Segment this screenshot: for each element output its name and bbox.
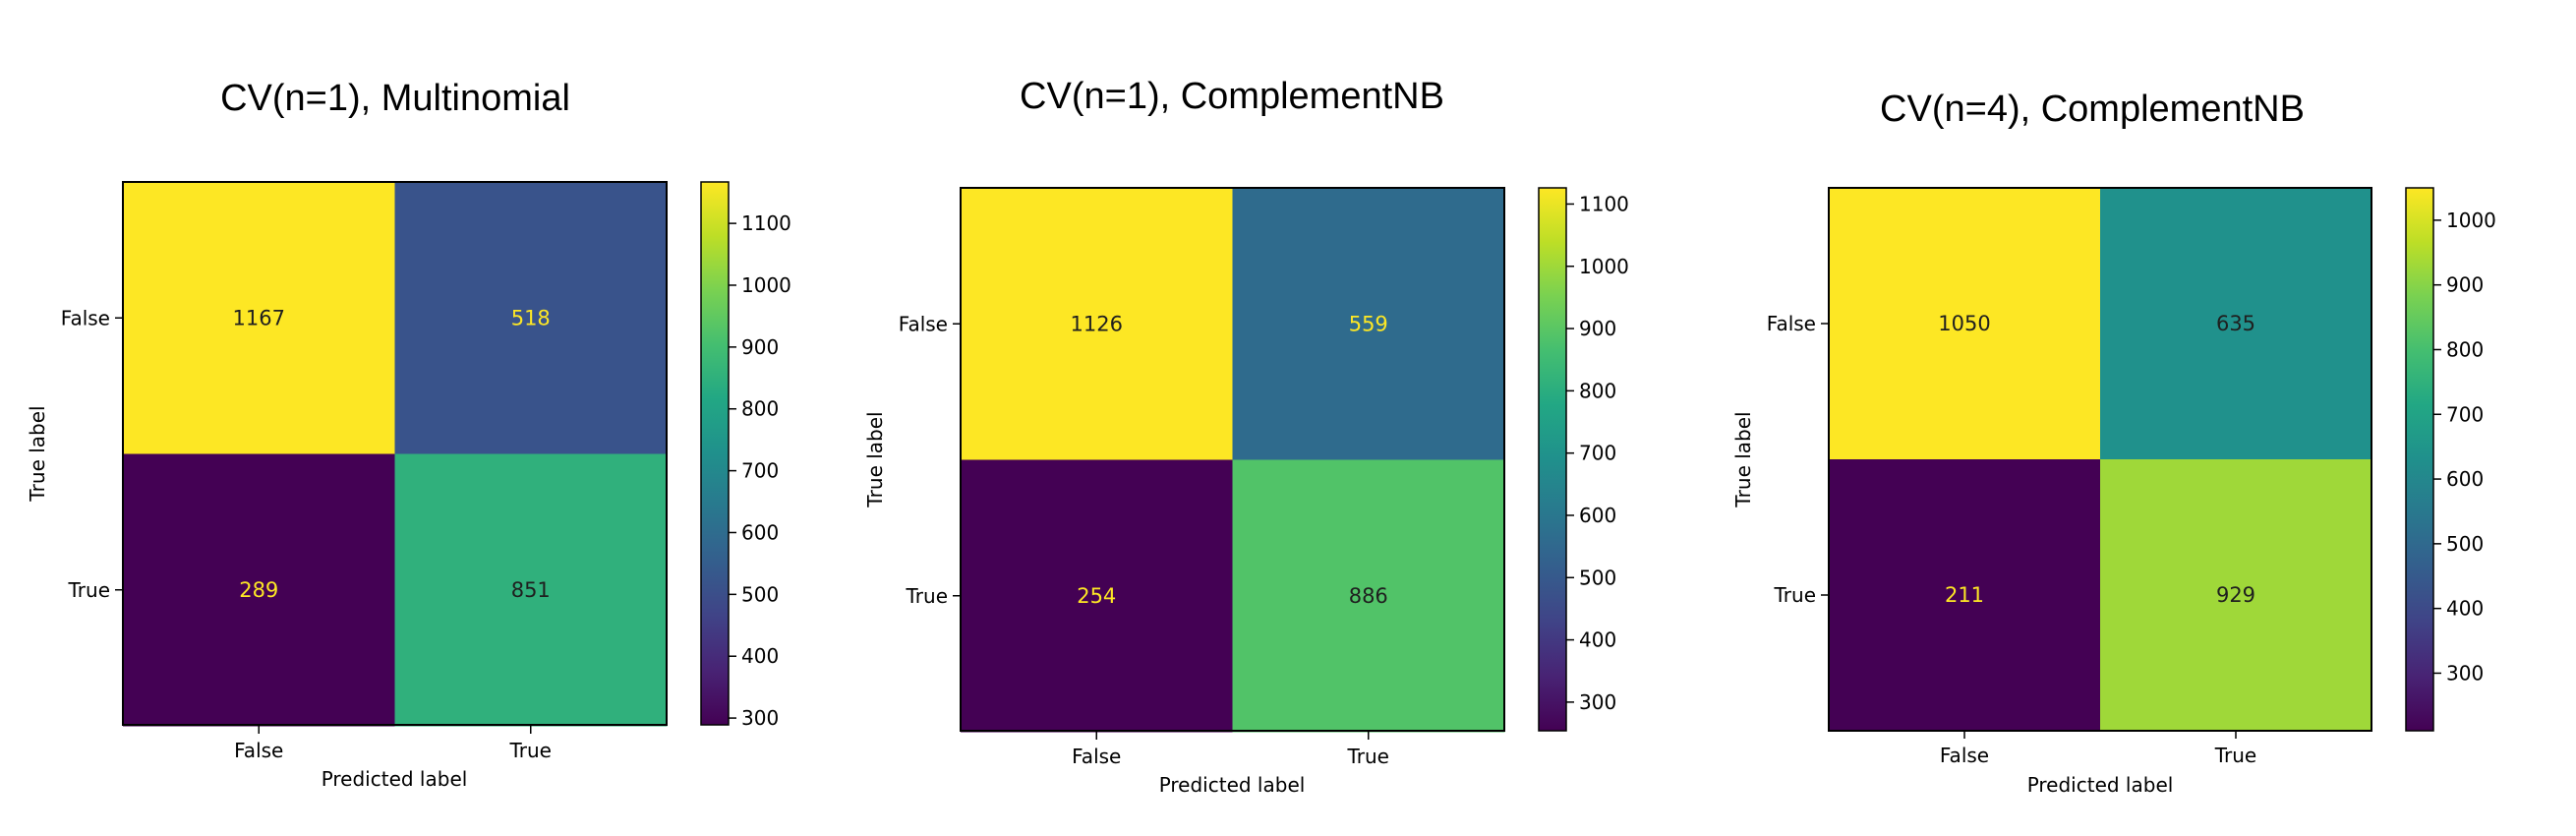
matrix-cells: 1126 559 254 886	[961, 188, 1505, 733]
colorbar-frame	[2405, 187, 2434, 732]
colorbar: 300 400 500 600 700 800 900 1000 1100	[700, 181, 791, 730]
colorbar-tick-label: 800	[741, 397, 779, 421]
cell-value-label: 289	[239, 578, 278, 602]
matrix-frame	[122, 181, 668, 726]
matrix-cell	[123, 453, 395, 727]
colorbar-tick-label: 1000	[741, 273, 791, 297]
colorbar-tick-label: 400	[1579, 628, 1616, 652]
y-axis-label: True label	[26, 405, 49, 502]
colorbar-tick-label: 300	[2446, 661, 2484, 685]
colorbar-tick-label: 700	[2446, 402, 2484, 426]
colorbar-tick-label: 400	[2446, 597, 2484, 621]
matrix-cell	[394, 453, 668, 727]
matrix-cells: 1167 518 289 851	[123, 182, 668, 727]
colorbar-tick-label: 700	[1579, 442, 1616, 465]
cell-value-label: 1126	[1071, 312, 1123, 335]
x-tick-label: False	[234, 739, 283, 762]
panel-2: CV(n=1), ComplementNB 1126 559 254 886 Fals…	[863, 76, 1629, 797]
colorbar-frame	[700, 181, 730, 726]
x-axis-label: Predicted label	[322, 767, 468, 791]
x-axis-label: Predicted label	[2027, 773, 2174, 797]
matrix-cell	[394, 182, 668, 454]
colorbar-frame	[1538, 187, 1567, 732]
y-ticks: False True	[899, 312, 961, 608]
matrix-cell	[1829, 188, 2101, 460]
cell-value-label: 211	[1945, 583, 1984, 607]
matrix-cell	[961, 459, 1233, 733]
cell-value-label: 886	[1349, 584, 1388, 608]
matrix-cell	[1232, 459, 1505, 733]
colorbar-gradient	[701, 182, 729, 725]
y-tick-label: False	[61, 306, 110, 329]
cell-value-label: 635	[2216, 312, 2255, 335]
colorbar-tick-label: 500	[1579, 566, 1616, 589]
cell-value-label: 851	[511, 578, 551, 602]
panel-title: CV(n=4), ComplementNB	[1880, 89, 2305, 130]
matrix-cell	[2100, 459, 2372, 732]
matrix-frame	[1828, 187, 2372, 732]
colorbar-tick-label: 800	[1579, 379, 1616, 402]
x-tick-label: True	[509, 739, 552, 762]
colorbar-tick-label: 900	[2446, 273, 2484, 297]
colorbar: 300 400 500 600 700 800 900 1000	[2405, 187, 2496, 732]
panel-title: CV(n=1), Multinomial	[220, 78, 570, 119]
matrix-cell	[2100, 188, 2372, 460]
cell-value-label: 254	[1077, 584, 1116, 608]
matrix-cell	[1829, 459, 2101, 732]
colorbar-gradient	[2406, 188, 2433, 731]
colorbar-tick-label: 500	[741, 582, 779, 606]
matrix-frame	[960, 187, 1505, 732]
cell-value-label: 518	[511, 306, 551, 329]
colorbar-tick-label: 1100	[1579, 192, 1629, 215]
colorbar-tick-label: 700	[741, 459, 779, 483]
colorbar-tick-label: 600	[1579, 504, 1616, 527]
x-tick-label: True	[1347, 745, 1389, 768]
y-tick-label: True	[906, 584, 948, 608]
y-axis-label: True label	[1731, 411, 1755, 508]
y-tick-label: False	[899, 312, 948, 335]
colorbar-tick-label: 800	[2446, 337, 2484, 361]
colorbar-tick-label: 500	[2446, 532, 2484, 556]
y-axis-label: True label	[863, 411, 887, 508]
cell-value-label: 559	[1349, 312, 1388, 335]
y-tick-label: True	[68, 578, 110, 602]
x-ticks: False True	[234, 726, 552, 762]
colorbar-gradient	[1539, 188, 1566, 731]
x-tick-label: True	[2214, 744, 2256, 767]
y-ticks: False True	[1767, 312, 1829, 607]
x-tick-label: False	[1940, 744, 1989, 767]
y-ticks: False True	[61, 306, 123, 602]
cell-value-label: 1050	[1938, 312, 1990, 335]
colorbar-tick-label: 900	[741, 335, 779, 359]
matrix-cell	[1232, 188, 1505, 460]
cell-value-label: 1167	[233, 306, 285, 329]
colorbar: 300 400 500 600 700 800 900 1000 1100	[1538, 187, 1629, 732]
colorbar-tick-label: 1000	[1579, 255, 1629, 278]
x-tick-label: False	[1072, 745, 1121, 768]
cell-value-label: 929	[2216, 583, 2255, 607]
x-ticks: False True	[1940, 731, 2256, 767]
panel-1: CV(n=1), Multinomial 1167 518 289 851 False…	[26, 78, 791, 791]
matrix-cell	[961, 188, 1233, 460]
colorbar-tick-label: 400	[741, 644, 779, 668]
matrix-cells: 1050 635 211 929	[1829, 188, 2372, 732]
colorbar-tick-label: 300	[1579, 690, 1616, 714]
y-tick-label: False	[1767, 312, 1816, 335]
colorbar-tick-label: 300	[741, 706, 779, 730]
colorbar-tick-label: 1100	[741, 211, 791, 235]
x-ticks: False True	[1072, 732, 1389, 768]
x-axis-label: Predicted label	[1159, 773, 1306, 797]
colorbar-tick-label: 600	[741, 520, 779, 544]
colorbar-tick-label: 1000	[2446, 209, 2496, 232]
colorbar-tick-label: 900	[1579, 317, 1616, 340]
matrix-cell	[123, 182, 395, 454]
y-tick-label: True	[1774, 583, 1816, 607]
colorbar-tick-label: 600	[2446, 467, 2484, 491]
panel-3: CV(n=4), ComplementNB 1050 635 211 929 Fals…	[1731, 89, 2496, 797]
panel-title: CV(n=1), ComplementNB	[1020, 76, 1444, 117]
